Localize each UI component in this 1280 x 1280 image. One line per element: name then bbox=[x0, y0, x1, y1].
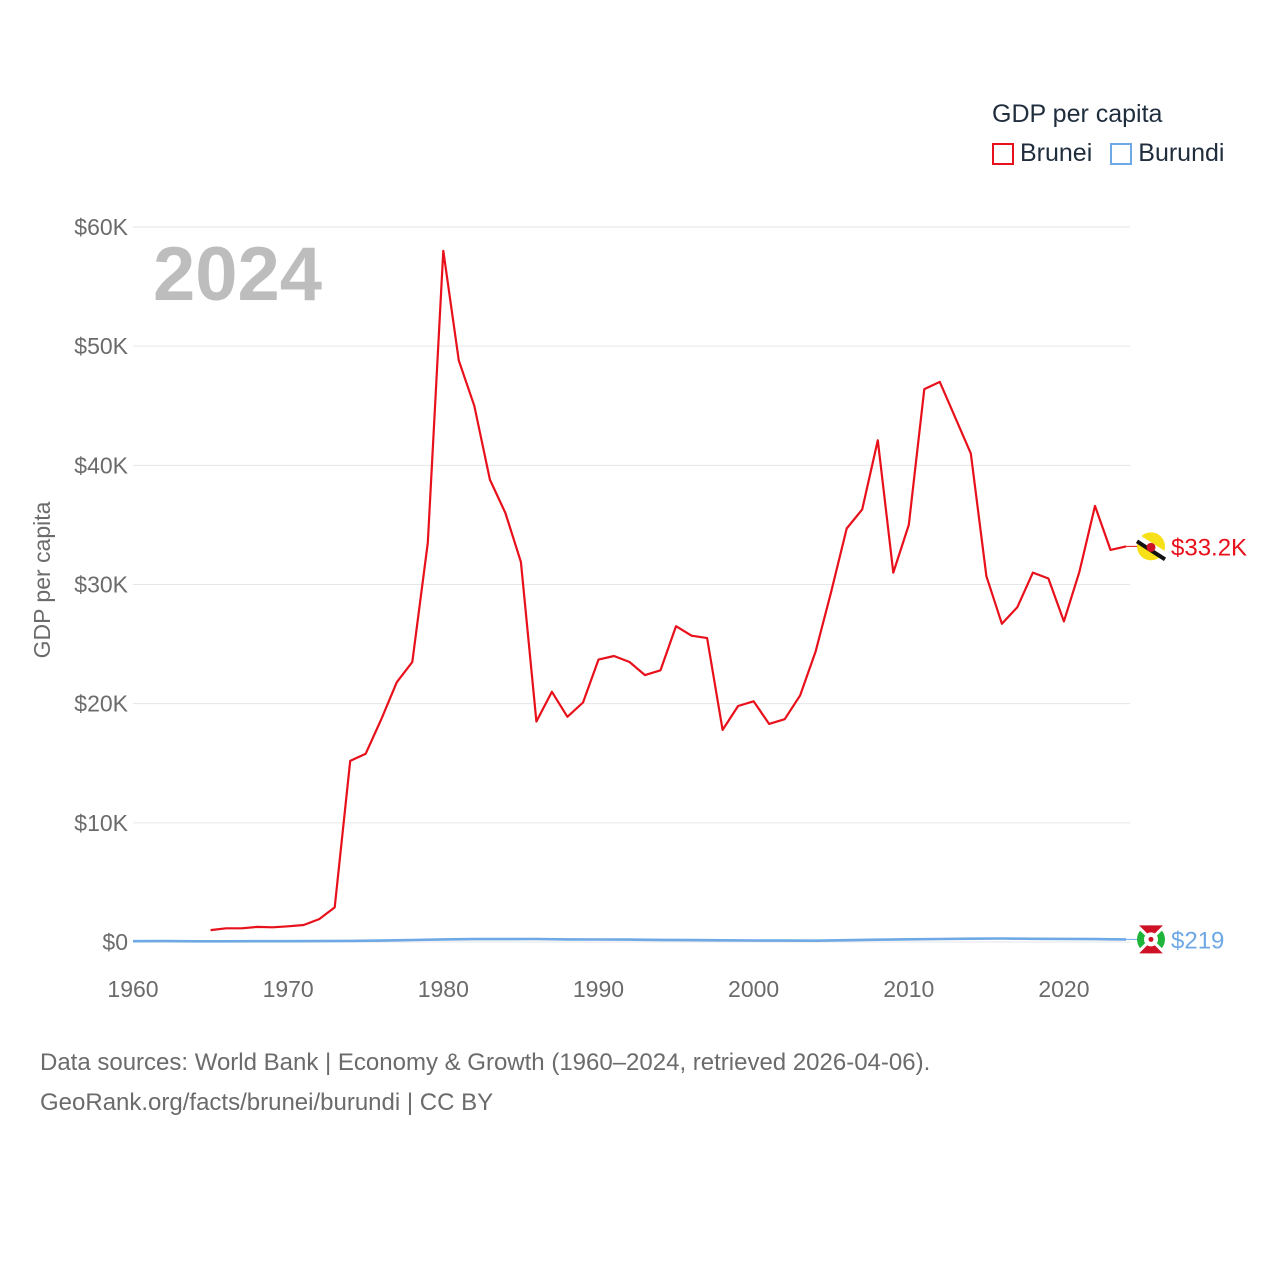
legend-swatch-burundi bbox=[1110, 142, 1133, 165]
x-tick-label: 2020 bbox=[1038, 976, 1089, 1002]
end-label-brunei: $33.2K bbox=[1171, 534, 1247, 561]
legend-item-brunei[interactable]: Brunei bbox=[992, 139, 1092, 168]
attribution-link[interactable]: GeoRank.org/facts/brunei/burundi | CC BY bbox=[40, 1089, 494, 1116]
y-tick-label: $30K bbox=[74, 572, 128, 598]
burundi-flag-icon bbox=[1135, 924, 1167, 955]
y-axis-title: GDP per capita bbox=[29, 501, 55, 658]
x-tick-label: 2010 bbox=[883, 976, 934, 1002]
grid-lines bbox=[133, 226, 1130, 943]
y-tick-label: $50K bbox=[74, 333, 128, 359]
legend-label-brunei: Brunei bbox=[1020, 139, 1093, 167]
x-tick-label: 1990 bbox=[573, 976, 624, 1002]
y-axis-ticks: $0 $10K $20K $30K $40K $50K $60K bbox=[74, 214, 128, 955]
year-label: 2024 bbox=[153, 232, 322, 317]
x-tick-label: 2000 bbox=[728, 976, 779, 1002]
x-axis-ticks: 1960 1970 1980 1990 2000 2010 2020 bbox=[107, 976, 1089, 1002]
x-tick-label: 1960 bbox=[107, 976, 158, 1002]
brunei-flag-icon bbox=[1135, 532, 1167, 562]
legend-item-burundi[interactable]: Burundi bbox=[1110, 139, 1224, 168]
x-tick-label: 1970 bbox=[263, 976, 314, 1002]
legend: GDP per capita Brunei Burundi bbox=[992, 100, 1224, 168]
y-tick-label: $0 bbox=[102, 929, 128, 955]
series-line-burundi[interactable] bbox=[132, 937, 1127, 943]
legend-swatch-brunei bbox=[992, 142, 1014, 165]
series-line-brunei[interactable] bbox=[210, 249, 1127, 932]
legend-label-burundi: Burundi bbox=[1138, 139, 1225, 167]
x-tick-label: 1980 bbox=[418, 976, 469, 1002]
y-tick-label: $20K bbox=[74, 691, 128, 717]
y-tick-label: $40K bbox=[74, 452, 128, 478]
legend-title: GDP per capita bbox=[992, 100, 1163, 128]
end-label-burundi: $219 bbox=[1171, 927, 1224, 954]
footer: Data sources: World Bank | Economy & Gro… bbox=[40, 1043, 930, 1123]
series-lines bbox=[132, 249, 1127, 943]
y-tick-label: $60K bbox=[74, 214, 128, 240]
series-endpoints: $33.2K $219 bbox=[1126, 532, 1247, 955]
data-sources-text: Data sources: World Bank | Economy & Gro… bbox=[40, 1049, 931, 1076]
y-tick-label: $10K bbox=[74, 810, 128, 836]
